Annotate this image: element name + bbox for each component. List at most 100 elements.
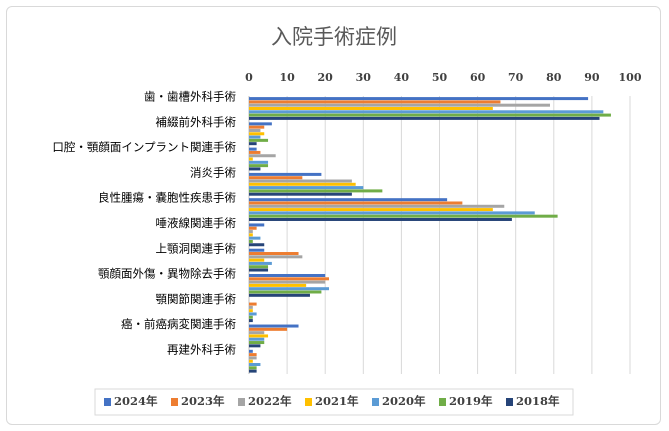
bar-2024年-再建外科手術: [249, 349, 253, 353]
x-tick-label: 20: [318, 71, 334, 84]
bar-2021年-唾液線関連手術: [249, 233, 253, 237]
bar-2024年-歯・歯槽外科手術: [249, 97, 589, 101]
legend-label: 2023年: [181, 394, 225, 408]
bar-2018年-消炎手術: [249, 192, 352, 196]
legend-swatch: [305, 398, 312, 406]
bar-2020年-上顎洞関連手術: [249, 261, 272, 265]
legend-label: 2019年: [449, 394, 493, 408]
x-tick-label: 40: [394, 71, 410, 84]
chart-title: 入院手術症例: [271, 25, 397, 49]
x-tick-label: 80: [546, 71, 562, 84]
bar-2018年-口腔・顎顔面インプラント関連手術: [249, 167, 261, 171]
bar-2022年-良性腫瘍・嚢胞性疾患手術: [249, 204, 505, 208]
bar-2022年-顎顔面外傷・異物除去手術: [249, 280, 326, 284]
bar-2021年-顎顔面外傷・異物除去手術: [249, 283, 307, 287]
bar-2020年-歯・歯槽外科手術: [249, 110, 604, 114]
legend-label: 2018年: [516, 394, 560, 408]
bar-2024年-癌・前癌病変関連手術: [249, 324, 299, 328]
bar-2020年-顎関節関連手術: [249, 312, 257, 316]
legend-swatch: [506, 398, 513, 406]
bar-2020年-再建外科手術: [249, 363, 261, 367]
bar-2024年-口腔・顎顔面インプラント関連手術: [249, 147, 257, 151]
bar-2023年-顎顔面外傷・異物除去手術: [249, 277, 330, 281]
bar-2023年-補綴前外科手術: [249, 125, 265, 129]
bar-2021年-再建外科手術: [249, 359, 253, 363]
bar-2022年-唾液線関連手術: [249, 230, 253, 234]
bar-2020年-癌・前癌病変関連手術: [249, 337, 265, 341]
x-tick-label: 50: [432, 71, 448, 84]
bar-2019年-口腔・顎顔面インプラント関連手術: [249, 164, 269, 168]
legend-label: 2021年: [315, 394, 359, 408]
bar-2020年-唾液線関連手術: [249, 236, 261, 240]
bar-2021年-上顎洞関連手術: [249, 258, 265, 262]
category-label: 顎関節関連手術: [156, 292, 237, 306]
bar-2024年-唾液線関連手術: [249, 223, 265, 227]
category-label: 再建外科手術: [167, 342, 236, 356]
bar-2023年-上顎洞関連手術: [249, 252, 299, 256]
bar-2019年-唾液線関連手術: [249, 239, 253, 243]
category-label: 歯・歯槽外科手術: [144, 90, 236, 104]
bar-2022年-顎関節関連手術: [249, 305, 253, 309]
bar-2019年-顎顔面外傷・異物除去手術: [249, 290, 322, 294]
bar-2021年-消炎手術: [249, 182, 356, 186]
x-axis-ticks: 0 10 20 30 40 50 60 70 80 90 100: [245, 71, 642, 84]
legend: 2024年 2023年 2022年 2021年 2020年 2019年 2018年: [104, 394, 560, 408]
x-tick-label: 0: [245, 71, 253, 84]
category-label: 良性腫瘍・嚢胞性疾患手術: [98, 191, 236, 205]
bar-2018年-唾液線関連手術: [249, 243, 265, 247]
bar-2020年-口腔・顎顔面インプラント関連手術: [249, 160, 269, 164]
category-label: 上顎洞関連手術: [156, 241, 237, 255]
bar-2019年-上顎洞関連手術: [249, 265, 269, 269]
bar-2024年-消炎手術: [249, 172, 322, 176]
category-labels: 歯・歯槽外科手術補綴前外科手術口腔・顎顔面インプラント関連手術消炎手術良性腫瘍・…: [52, 90, 236, 357]
category-label: 顎顔面外傷・異物除去手術: [98, 267, 236, 281]
legend-label: 2022年: [248, 394, 292, 408]
bar-2020年-消炎手術: [249, 186, 364, 190]
legend-label: 2024年: [114, 394, 158, 408]
bar-2018年-顎関節関連手術: [249, 319, 253, 323]
x-tick-label: 60: [470, 71, 486, 84]
legend-swatch: [104, 398, 111, 406]
x-tick-label: 10: [279, 71, 295, 84]
gridlines: [248, 96, 631, 374]
bar-2023年-顎関節関連手術: [249, 302, 257, 306]
category-label: 補綴前外科手術: [156, 115, 237, 129]
bar-2022年-上顎洞関連手術: [249, 255, 303, 259]
category-label: 消炎手術: [190, 165, 236, 179]
bar-2018年-再建外科手術: [249, 369, 257, 373]
category-label: 癌・前癌病変関連手術: [121, 317, 236, 331]
bar-2021年-癌・前癌病変関連手術: [249, 334, 269, 338]
bar-2023年-良性腫瘍・嚢胞性疾患手術: [249, 201, 463, 205]
bar-2023年-癌・前癌病変関連手術: [249, 327, 288, 331]
bar-2021年-歯・歯槽外科手術: [249, 106, 493, 110]
legend-label: 2020年: [382, 394, 426, 408]
bar-2022年-歯・歯槽外科手術: [249, 103, 550, 107]
bar-2023年-口腔・顎顔面インプラント関連手術: [249, 150, 261, 154]
legend-swatch: [238, 398, 245, 406]
bar-2019年-良性腫瘍・嚢胞性疾患手術: [249, 214, 558, 218]
bar-2018年-歯・歯槽外科手術: [249, 116, 600, 120]
bar-2022年-再建外科手術: [249, 356, 257, 360]
x-tick-label: 70: [508, 71, 524, 84]
bar-2021年-良性腫瘍・嚢胞性疾患手術: [249, 208, 493, 212]
x-tick-label: 100: [619, 71, 642, 84]
legend-swatch: [171, 398, 178, 406]
bar-2019年-再建外科手術: [249, 366, 257, 370]
bar-2023年-消炎手術: [249, 176, 303, 180]
bar-2020年-良性腫瘍・嚢胞性疾患手術: [249, 211, 535, 215]
bar-2021年-補綴前外科手術: [249, 132, 265, 136]
legend-swatch: [439, 398, 446, 406]
bar-2022年-消炎手術: [249, 179, 352, 183]
legend-swatch: [372, 398, 379, 406]
bar-2024年-補綴前外科手術: [249, 122, 272, 126]
bar-2020年-補綴前外科手術: [249, 135, 261, 139]
bar-2020年-顎顔面外傷・異物除去手術: [249, 287, 330, 291]
bar-2024年-良性腫瘍・嚢胞性疾患手術: [249, 198, 448, 202]
bar-2024年-顎顔面外傷・異物除去手術: [249, 274, 326, 277]
bar-2022年-癌・前癌病変関連手術: [249, 331, 265, 335]
bar-2019年-補綴前外科手術: [249, 138, 269, 142]
x-tick-label: 90: [584, 71, 600, 84]
bar-2023年-唾液線関連手術: [249, 226, 257, 230]
bar-2023年-再建外科手術: [249, 353, 257, 357]
